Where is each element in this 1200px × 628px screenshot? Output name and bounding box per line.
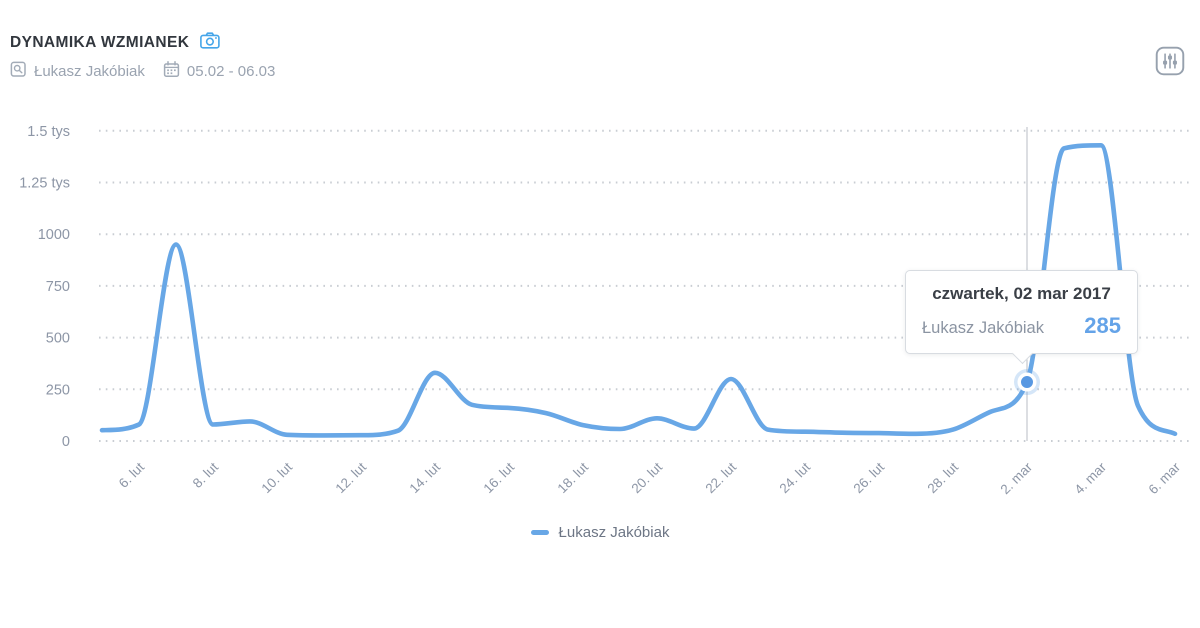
svg-text:12. lut: 12. lut (333, 459, 370, 496)
svg-text:2. mar: 2. mar (997, 459, 1035, 497)
gridlines (99, 129, 1190, 442)
svg-text:18. lut: 18. lut (555, 459, 592, 496)
tooltip-series-name: Łukasz Jakóbiak (922, 319, 1044, 337)
svg-text:16. lut: 16. lut (481, 459, 518, 496)
chart-legend: Łukasz Jakóbiak (0, 524, 1200, 541)
legend-item[interactable]: Łukasz Jakóbiak (530, 524, 670, 541)
widget-header: DYNAMIKA WZMIANEK Łukasz Jakóbiak (10, 32, 275, 82)
svg-text:750: 750 (46, 279, 70, 295)
svg-text:14. lut: 14. lut (407, 459, 444, 496)
svg-text:8. lut: 8. lut (190, 459, 221, 490)
svg-text:4. mar: 4. mar (1071, 459, 1109, 497)
svg-text:22. lut: 22. lut (703, 459, 740, 496)
x-axis-labels: 6. lut 8. lut 10. lut 12. lut 14. lut 16. lut… (116, 459, 1184, 497)
svg-text:0: 0 (62, 434, 70, 450)
project-name: Łukasz Jakóbiak (34, 63, 145, 80)
svg-text:20. lut: 20. lut (629, 459, 666, 496)
svg-text:1.5 tys: 1.5 tys (27, 124, 70, 140)
svg-text:24. lut: 24. lut (777, 459, 814, 496)
svg-text:250: 250 (46, 382, 70, 398)
legend-line-marker (530, 530, 549, 535)
svg-text:6. lut: 6. lut (116, 459, 147, 490)
widget-subtitle: Łukasz Jakóbiak 05.02 - 06.03 (10, 61, 275, 82)
legend-label: Łukasz Jakóbiak (558, 524, 670, 541)
svg-text:28. lut: 28. lut (925, 459, 962, 496)
highlighted-point[interactable] (1021, 376, 1033, 389)
calendar-icon (163, 61, 180, 82)
chart-settings-button[interactable] (1155, 46, 1185, 76)
tooltip-date: czwartek, 02 mar 2017 (932, 284, 1111, 303)
svg-text:6. mar: 6. mar (1145, 459, 1183, 497)
date-range: 05.02 - 06.03 (186, 63, 276, 80)
project-mentions-icon (10, 61, 27, 82)
series-line (99, 143, 1178, 438)
tooltip-value: 285 (1084, 313, 1121, 338)
chart-settings-sliders-icon (1155, 46, 1185, 76)
y-axis-labels: 0 250 500 750 1000 1.25 tys 1.5 tys (19, 124, 70, 450)
chart-tooltip: czwartek, 02 mar 2017 Łukasz Jakóbiak 28… (905, 270, 1138, 365)
widget-title: DYNAMIKA WZMIANEK (10, 34, 190, 51)
svg-text:1.25 tys: 1.25 tys (19, 176, 70, 192)
svg-text:10. lut: 10. lut (259, 459, 296, 496)
camera-icon[interactable] (200, 32, 220, 54)
svg-text:26. lut: 26. lut (851, 459, 888, 496)
svg-text:1000: 1000 (38, 227, 70, 243)
svg-text:500: 500 (46, 331, 70, 347)
